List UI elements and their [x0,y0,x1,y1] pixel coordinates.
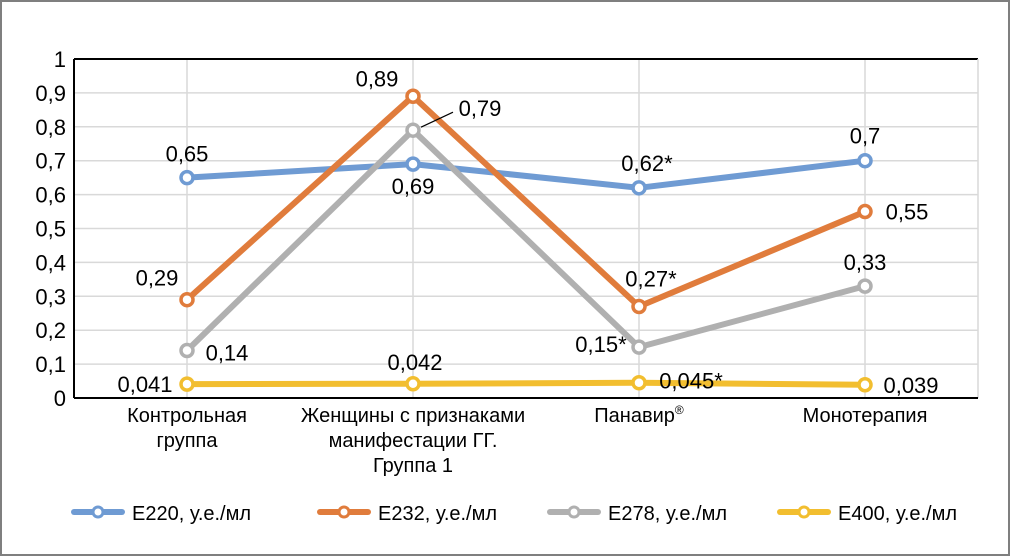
data-label: 0,89 [356,66,399,91]
data-point [179,376,195,392]
data-point [179,169,195,186]
data-point [857,152,873,169]
series-line [184,379,868,388]
x-tick-label: группа [157,430,219,452]
data-label: 0,045* [659,369,723,394]
legend-label: E278, у.е./мл [608,503,727,525]
x-tick-label: Панавир® [594,403,684,427]
data-point [631,180,647,196]
legend-marker-icon [91,505,105,519]
data-point [405,88,421,105]
data-point [405,122,421,138]
y-tick-label: 0,7 [35,149,66,174]
leader-line [420,111,454,128]
series-2: 0,14 0,79 0,15* 0,33 [179,96,887,366]
x-tick-label: манифестации ГГ. [329,430,498,452]
data-label: 0,62* [621,151,673,176]
y-tick-label: 0,8 [35,115,66,140]
data-label: 0,041 [117,372,172,397]
data-point [631,339,647,355]
legend-marker-icon [797,505,811,519]
data-label: 0,33 [844,250,887,275]
data-label: 0,69 [392,174,435,199]
legend-label: E400, у.е./мл [838,503,957,525]
series-line [184,93,868,310]
data-label: 0,29 [136,266,179,291]
data-point [405,156,421,172]
series-3: 0,041 0,042 0,045* 0,039 [117,350,938,398]
data-point [631,298,647,315]
data-label: 0,55 [886,200,929,225]
y-tick-label: 0 [54,386,66,411]
y-tick-label: 0,1 [35,352,66,377]
legend-label: E232, у.е./мл [378,503,497,525]
data-label: 0,7 [850,124,881,149]
y-tick-label: 0,2 [35,318,66,343]
x-tick-label: Группа 1 [373,455,453,477]
data-label: 0,15* [575,332,627,357]
data-point [631,374,647,391]
data-point [179,291,195,308]
y-tick-label: 0,5 [35,217,66,242]
series-0: 0,65 0,69 0,62* 0,7 [166,124,881,199]
data-point [857,377,873,393]
data-point [405,376,421,392]
legend-marker-icon [567,505,581,519]
y-tick-label: 0,3 [35,284,66,309]
data-label: 0,65 [166,142,209,167]
y-tick-label: 1 [54,47,66,72]
series-line [184,127,868,354]
data-label: 0,27* [625,266,677,291]
series-1: 0,29 0,89 0,27* 0,55 [136,66,929,315]
registered-mark: ® [675,403,684,417]
legend-marker-icon [337,505,351,519]
data-point [857,278,873,294]
x-tick-label: Женщины с признаками [301,405,525,427]
data-label: 0,79 [459,96,502,121]
series-line [184,157,868,191]
data-point [179,342,195,359]
data-label: 0,042 [387,350,442,375]
data-point [857,203,873,220]
data-label: 0,14 [206,341,249,366]
y-tick-label: 0,9 [35,81,66,106]
x-tick-label: Контрольная [127,405,247,427]
legend-label: E220, у.е./мл [132,503,251,525]
y-tick-label: 0,6 [35,183,66,208]
x-tick-label: Монотерапия [803,405,928,427]
data-label: 0,039 [883,373,938,398]
y-tick-label: 0,4 [35,250,66,275]
